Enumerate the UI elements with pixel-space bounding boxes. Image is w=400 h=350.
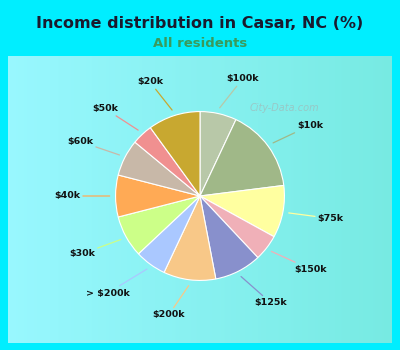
Text: Income distribution in Casar, NC (%): Income distribution in Casar, NC (%) [36,16,364,31]
Text: All residents: All residents [153,37,247,50]
Text: City-Data.com: City-Data.com [250,103,319,113]
Text: $75k: $75k [289,213,344,223]
Text: $125k: $125k [241,276,287,307]
Text: $200k: $200k [152,286,189,320]
Text: $20k: $20k [137,77,172,110]
Wedge shape [200,120,284,196]
Wedge shape [135,128,200,196]
Wedge shape [200,112,236,196]
Text: $40k: $40k [54,191,110,201]
Wedge shape [164,196,216,280]
Text: $150k: $150k [271,251,327,274]
Wedge shape [118,196,200,254]
Wedge shape [200,196,274,258]
Wedge shape [118,142,200,196]
Wedge shape [200,196,258,279]
Text: > $200k: > $200k [86,269,147,298]
Wedge shape [150,112,200,196]
Text: $60k: $60k [67,137,120,155]
Text: $50k: $50k [92,104,138,130]
Text: $30k: $30k [69,239,121,258]
Wedge shape [200,186,284,237]
Text: $100k: $100k [220,75,259,108]
Text: $10k: $10k [273,121,323,143]
Wedge shape [138,196,200,272]
Wedge shape [116,175,200,217]
